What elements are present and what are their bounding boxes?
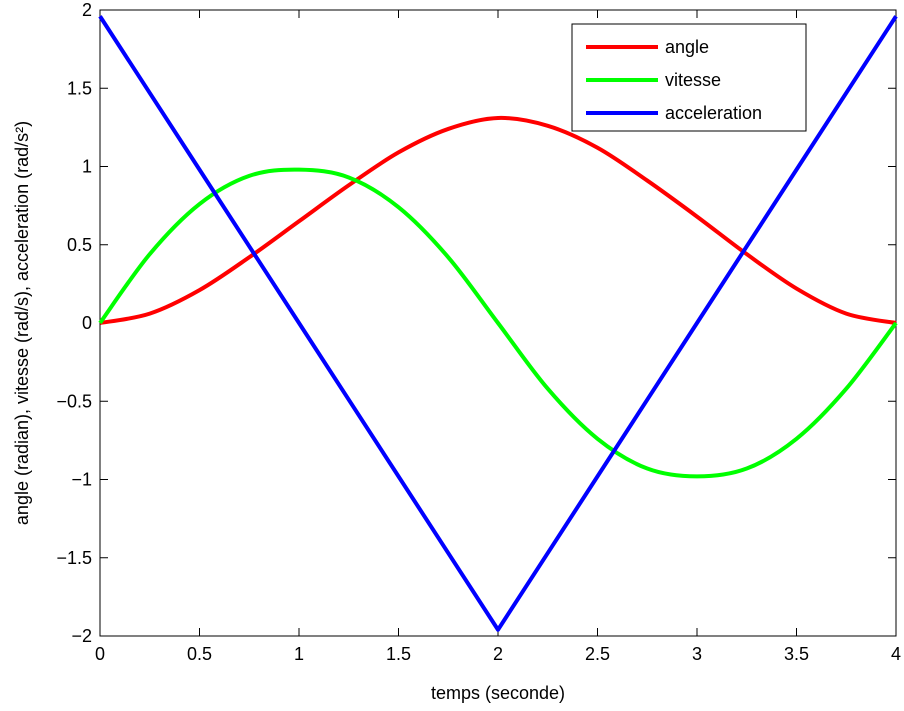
x-tick-label: 3.5 [784,644,809,664]
axis-ticks [99,9,897,637]
y-tick-label: 0.5 [67,235,92,255]
x-axis-title: temps (seconde) [431,683,565,703]
x-tick-label: 1 [294,644,304,664]
y-tick-label: 0 [82,313,92,333]
y-tick-label: 1.5 [67,78,92,98]
legend-label-vitesse: vitesse [665,70,721,90]
x-tick-label: 0 [95,644,105,664]
x-tick-label: 1.5 [386,644,411,664]
x-tick-label: 4 [891,644,901,664]
series-lines [98,15,898,632]
y-tick-label: −0.5 [56,391,92,411]
y-tick-label: −1.5 [56,548,92,568]
y-tick-label: −2 [71,626,92,646]
series-line-vitesse [98,167,898,479]
x-tick-label: 3 [692,644,702,664]
series-line-acceleration [98,15,898,632]
x-tick-label: 2.5 [585,644,610,664]
y-tick-label: 2 [82,0,92,20]
y-axis-title: angle (radian), vitesse (rad/s), acceler… [12,121,32,525]
y-tick-label: 1 [82,157,92,177]
x-tick-label: 2 [493,644,503,664]
legend-label-angle: angle [665,37,709,57]
tick-labels: 0 0.5 1 1.5 2 2.5 3 3.5 4 −2 −1.5 −1 −0.5 0 0.5 1 1.5 2 [56,0,901,664]
x-tick-label: 0.5 [187,644,212,664]
legend: angle vitesse acceleration [571,23,807,132]
legend-label-acceleration: acceleration [665,103,762,123]
y-tick-label: −1 [71,470,92,490]
series-line-angle [99,115,897,325]
